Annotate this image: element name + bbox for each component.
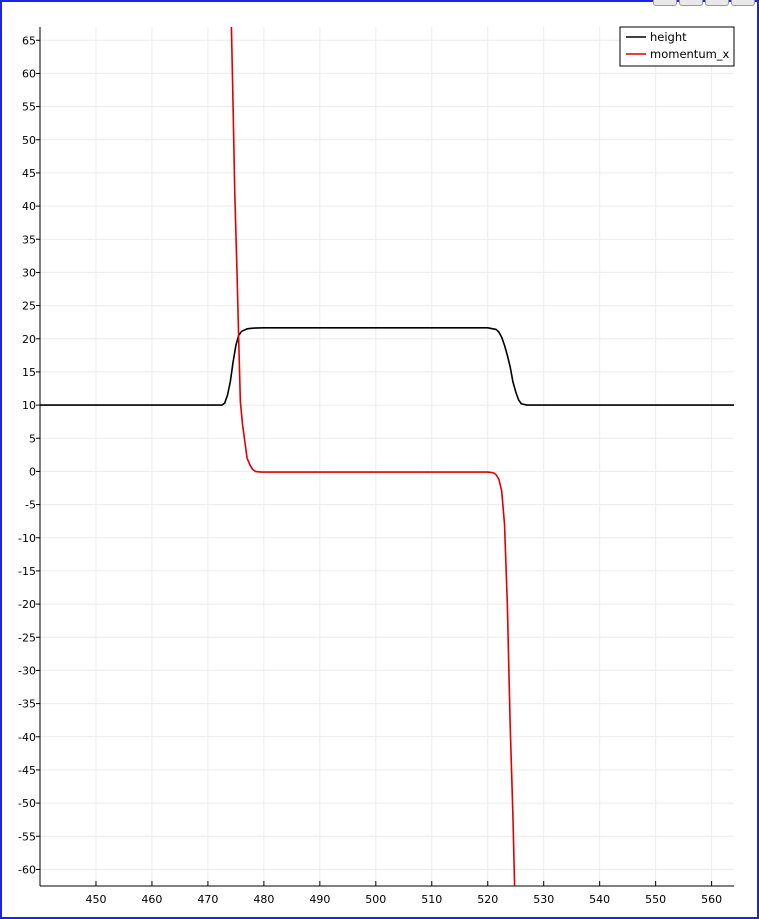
y-tick-label--15: -15	[18, 565, 36, 578]
axes: 450 460 470 480 490 500 510 520 530 540 550 5606560…	[18, 27, 734, 906]
y-tick-label-10: 10	[22, 399, 36, 412]
y-tick-label--60: -60	[18, 863, 36, 876]
series-line-momentum-x	[230, 27, 516, 886]
y-tick-label--55: -55	[18, 830, 36, 843]
y-tick-label--25: -25	[18, 631, 36, 644]
y-tick-label-0: 0	[29, 465, 36, 478]
legend-label-momentum-x: momentum_x	[650, 47, 730, 61]
x-tick-label-460: 460	[141, 893, 162, 906]
x-tick-label-550: 550	[645, 893, 666, 906]
legend[interactable]: height momentum_x	[619, 26, 735, 67]
x-tick-label-450: 450	[85, 893, 106, 906]
y-tick-label-50: 50	[22, 134, 36, 147]
y-tick-label-15: 15	[22, 366, 36, 379]
x-tick-label-540: 540	[589, 893, 610, 906]
x-tick-label-560: 560	[701, 893, 722, 906]
y-tick-label--45: -45	[18, 764, 36, 777]
y-tick-label--35: -35	[18, 698, 36, 711]
y-tick-label-35: 35	[22, 233, 36, 246]
y-tick-label-55: 55	[22, 101, 36, 114]
series-line-height	[40, 327, 734, 406]
y-tick-label-30: 30	[22, 266, 36, 279]
split-vertical-button[interactable]	[679, 0, 703, 6]
y-tick-label-60: 60	[22, 67, 36, 80]
maximize-button[interactable]	[705, 0, 729, 6]
legend-box	[619, 26, 735, 67]
x-tick-label-520: 520	[477, 893, 498, 906]
x-tick-label-480: 480	[253, 893, 274, 906]
x-tick-label-530: 530	[533, 893, 554, 906]
x-tick-label-490: 490	[309, 893, 330, 906]
y-tick-label--50: -50	[18, 797, 36, 810]
y-tick-label-20: 20	[22, 333, 36, 346]
series-layer	[40, 27, 734, 886]
y-tick-label-40: 40	[22, 200, 36, 213]
split-horizontal-button[interactable]	[653, 0, 677, 6]
y-tick-label--10: -10	[18, 532, 36, 545]
close-button[interactable]	[731, 0, 755, 6]
grid-lines	[40, 27, 734, 886]
y-tick-label--5: -5	[25, 499, 36, 512]
y-tick-label-25: 25	[22, 300, 36, 313]
x-tick-label-500: 500	[365, 893, 386, 906]
y-tick-label-65: 65	[22, 34, 36, 47]
y-tick-label--20: -20	[18, 598, 36, 611]
y-tick-label--30: -30	[18, 664, 36, 677]
x-tick-label-470: 470	[197, 893, 218, 906]
y-tick-label-45: 45	[22, 167, 36, 180]
legend-label-height: height	[650, 30, 687, 44]
y-tick-label--40: -40	[18, 731, 36, 744]
x-tick-label-510: 510	[421, 893, 442, 906]
window-controls	[653, 0, 755, 6]
y-tick-label-5: 5	[29, 432, 36, 445]
